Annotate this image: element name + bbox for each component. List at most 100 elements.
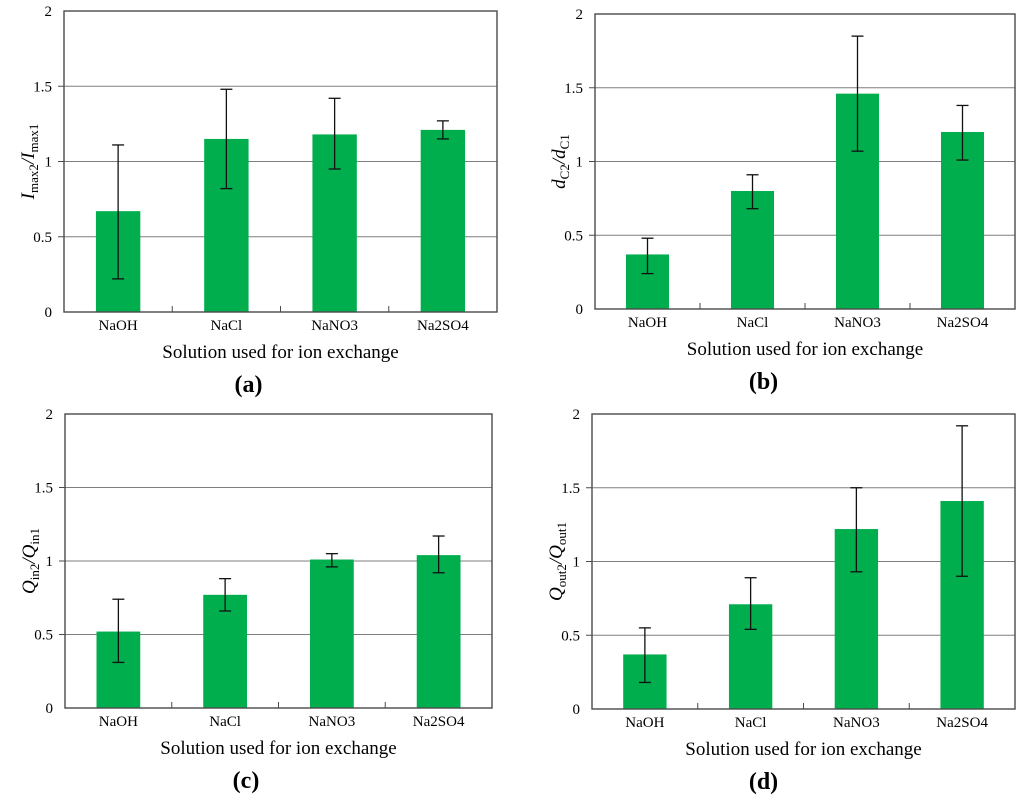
y-tick-label: 2 (46, 407, 54, 423)
y-axis-title-part: C2 (557, 164, 572, 179)
y-axis-title-part: C1 (557, 134, 572, 149)
plot-frame (63, 10, 498, 313)
bar-chart-b: NaOH NaCl NaNO3 Na2SO4 0 0.5 1 1.5 2 dC2/dC1 Solut… (549, 7, 1016, 395)
x-tick-label-Na2SO4: Na2SO4 (937, 315, 989, 331)
x-tick-label-NaCl: NaCl (737, 315, 769, 331)
y-tick-label: 1.5 (561, 481, 580, 497)
bar-chart-d: NaOH NaCl NaNO3 Na2SO400.511.52Qout2/Qout1S… (546, 407, 1016, 795)
y-axis-title: Qout2/Qout1 (546, 522, 569, 601)
panel-caption: (a) (235, 372, 263, 398)
y-axis-title-part: Q (546, 587, 567, 601)
y-axis-title-part: I (18, 191, 39, 200)
bar-NaNO3 (309, 559, 354, 708)
x-tick-label-NaNO3: NaNO3 (834, 315, 881, 331)
y-tick-label: 1.5 (33, 79, 52, 95)
error-bar-NaOH (638, 627, 651, 684)
y-axis-title-part: out2 (554, 564, 569, 587)
y-tick-label: 0.5 (561, 628, 580, 644)
y-axis-title-part: out1 (554, 522, 569, 545)
y-tick-label: 0.5 (564, 228, 583, 244)
plot-frame (64, 413, 493, 709)
y-axis-title-part: Q (19, 544, 40, 558)
error-bar-NaOH (112, 598, 125, 664)
y-axis-title-part: d (549, 149, 570, 159)
x-tick-label-NaOH: NaOH (99, 318, 138, 334)
bar-Na2SO4 (420, 129, 466, 312)
chart-panel-d: NaOH NaCl NaNO3 Na2SO4 0 0.5 1 1.5 2 Qout2/Qout1 S… (512, 400, 1024, 801)
error-bar-NaOH (112, 144, 125, 280)
y-axis-title-part: / (546, 557, 567, 565)
y-tick-label: 1 (45, 155, 53, 171)
error-bar-NaNO3 (851, 35, 864, 152)
error-bar-NaCl (220, 88, 233, 190)
error-bar-NaNO3 (325, 552, 338, 568)
error-bar-NaNO3 (328, 97, 341, 170)
error-bar-Na2SO4 (432, 535, 445, 574)
y-axis-title-part: in2 (27, 564, 42, 581)
y-tick-label: 0.5 (34, 628, 53, 644)
x-tick-label-NaOH: NaOH (625, 715, 664, 731)
y-tick-label: 2 (45, 4, 53, 20)
error-bar-NaOH (641, 237, 654, 275)
y-axis-title: Qin2/Qin1 (19, 528, 42, 594)
error-bar-NaCl (219, 577, 232, 612)
x-tick-label-NaNO3: NaNO3 (833, 715, 880, 731)
x-tick-label-Na2SO4: Na2SO4 (936, 715, 988, 731)
y-tick-label: 2 (573, 407, 581, 423)
x-tick-label-Na2SO4: Na2SO4 (417, 318, 469, 334)
y-axis-title-part: I (18, 151, 39, 160)
x-tick-label-NaNO3: NaNO3 (309, 714, 356, 730)
error-bar-Na2SO4 (436, 120, 449, 140)
chart-panel-c: NaOH NaCl NaNO3 Na2SO4 0 0.5 1 1.5 2 Qin2/Qin1 Sol… (0, 400, 512, 801)
x-tick-label-NaOH: NaOH (628, 315, 667, 331)
y-axis-title-part: Q (546, 545, 567, 559)
panel-caption: (d) (749, 769, 778, 795)
x-tick-label-NaOH: NaOH (99, 714, 138, 730)
bar-chart-c: NaOH NaCl NaNO3 Na2SO400.511.52Qin2/Qin1Sol… (19, 407, 493, 794)
y-axis-title-part: / (19, 557, 40, 565)
y-axis-title: dC2/dC1 (549, 134, 572, 189)
bar-Na2SO4 (940, 132, 985, 309)
y-tick-label: 1 (576, 155, 584, 171)
y-tick-label: 1 (573, 555, 581, 571)
x-axis-title: Solution used for ion exchange (160, 738, 396, 759)
bar-Na2SO4 (416, 555, 461, 708)
x-axis-title: Solution used for ion exchange (685, 739, 921, 760)
x-tick-label-NaCl: NaCl (211, 318, 243, 334)
panel-caption: (b) (749, 369, 778, 395)
y-tick-label: 0 (46, 701, 54, 717)
y-axis-title-part: max2 (26, 164, 41, 193)
chart-panel-a: NaOH NaCl NaNO3 Na2SO4 0 0.5 1 1.5 2 Imax2/Imax1 S… (0, 0, 512, 400)
y-tick-label: 1.5 (34, 481, 53, 497)
y-axis-title-part: Q (19, 580, 40, 594)
x-axis-title: Solution used for ion exchange (687, 339, 923, 360)
y-tick-label: 0.5 (33, 230, 52, 246)
x-tick-label-NaNO3: NaNO3 (311, 318, 358, 334)
x-tick-label-NaCl: NaCl (209, 714, 241, 730)
panel-caption: (c) (233, 768, 260, 794)
x-tick-label-NaCl: NaCl (735, 715, 767, 731)
error-bar-Na2SO4 (956, 425, 969, 577)
error-bar-NaNO3 (850, 487, 863, 573)
chart-panel-b: NaOH NaCl NaNO3 Na2SO4 0 0.5 1 1.5 2 dC2/dC1 Solut… (512, 0, 1024, 400)
bar-NaCl (730, 191, 775, 309)
y-axis-title: Imax2/Imax1 (18, 124, 41, 201)
y-tick-label: 0 (576, 302, 584, 318)
error-bar-Na2SO4 (956, 104, 969, 161)
y-axis-title-part: in1 (27, 528, 42, 545)
y-tick-label: 1 (46, 554, 54, 570)
plot-frame (594, 13, 1016, 310)
plot-frame (591, 413, 1016, 710)
y-tick-label: 0 (45, 305, 53, 321)
error-bar-NaCl (746, 174, 759, 210)
y-axis-title-part: / (18, 157, 39, 165)
y-tick-label: 1.5 (564, 81, 583, 97)
error-bar-NaCl (744, 577, 757, 631)
bar-chart-a: NaOH NaCl NaNO3 Na2SO400.511.52Imax2/Imax1S… (18, 4, 498, 398)
y-axis-title-part: d (549, 179, 570, 189)
x-axis-title: Solution used for ion exchange (162, 342, 398, 363)
x-tick-label-Na2SO4: Na2SO4 (413, 714, 465, 730)
y-tick-label: 2 (576, 7, 584, 23)
y-axis-title-part: max1 (26, 124, 41, 153)
